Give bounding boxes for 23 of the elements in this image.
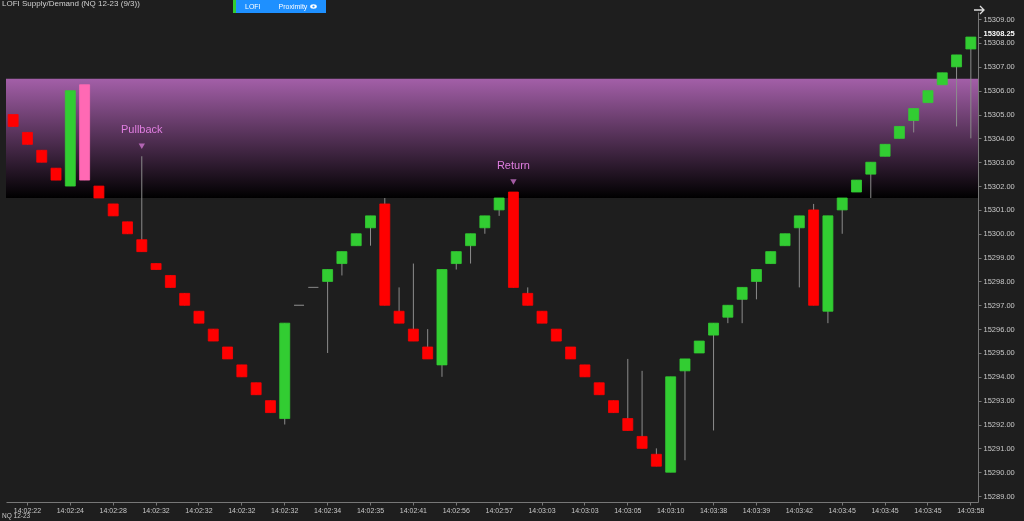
candlestick [407, 263, 419, 342]
candlestick [679, 358, 691, 461]
candlestick [322, 269, 334, 354]
candlestick [708, 322, 719, 431]
candlestick [751, 269, 762, 300]
candlestick [422, 328, 434, 360]
candlestick [865, 161, 877, 199]
annotation: Pullback [121, 123, 164, 136]
candlestick [836, 197, 848, 235]
candlestick [393, 286, 405, 324]
chart-title: LOFI Supply/Demand (NQ 12-23 (9/3)) [2, 0, 141, 8]
candlestick [951, 54, 962, 127]
annotation: Return [496, 159, 530, 172]
candlestick [622, 358, 634, 431]
candlestick [465, 233, 476, 265]
candlestick [365, 215, 376, 247]
candlestick [336, 251, 348, 276]
candlestick [636, 370, 648, 449]
candlestick [736, 286, 748, 324]
candlestick [793, 215, 805, 288]
candlestick [908, 108, 920, 133]
candlestick [965, 36, 977, 139]
candlestick [136, 155, 148, 253]
